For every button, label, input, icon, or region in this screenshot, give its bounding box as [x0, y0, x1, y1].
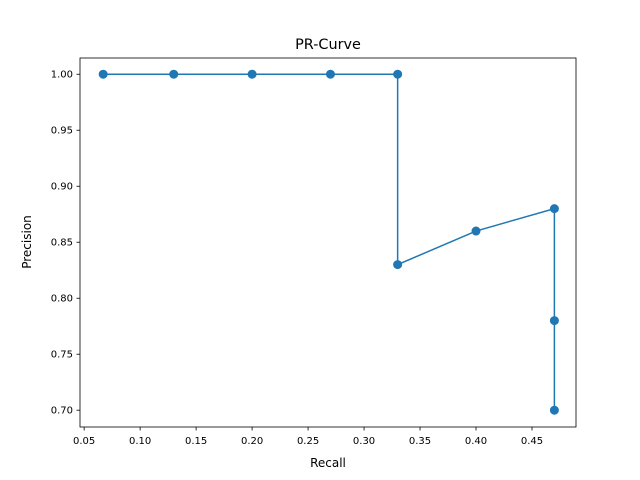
y-tick-label: 0.95 — [51, 126, 73, 137]
data-point — [549, 204, 559, 214]
y-axis-label: Precision — [20, 215, 34, 269]
data-point — [393, 69, 403, 79]
y-tick-label: 1.00 — [51, 70, 73, 81]
x-tick-label: 0.30 — [353, 436, 375, 447]
x-tick-label: 0.25 — [297, 436, 319, 447]
data-point — [549, 405, 559, 415]
x-tick-label: 0.05 — [73, 436, 95, 447]
chart-title: PR-Curve — [295, 37, 361, 53]
x-tick-label: 0.20 — [241, 436, 263, 447]
data-point — [393, 260, 403, 270]
y-tick-label: 0.85 — [51, 238, 73, 249]
data-point — [98, 69, 108, 79]
axes-frame — [79, 57, 577, 428]
x-tick-label: 0.35 — [409, 436, 431, 447]
pr-line — [103, 73, 556, 411]
y-tick-label: 0.90 — [51, 182, 73, 193]
y-tick-label: 0.70 — [51, 406, 73, 417]
y-tick-label: 0.80 — [51, 294, 73, 305]
data-point — [247, 69, 257, 79]
y-tick-label: 0.75 — [51, 350, 73, 361]
x-tick-label: 0.15 — [185, 436, 207, 447]
x-tick-label: 0.40 — [465, 436, 487, 447]
data-point — [169, 69, 179, 79]
data-point — [471, 226, 481, 236]
data-point — [325, 69, 335, 79]
x-tick-label: 0.45 — [521, 436, 543, 447]
x-axis-label: Recall — [310, 456, 346, 470]
x-tick-label: 0.10 — [129, 436, 151, 447]
data-point — [549, 316, 559, 326]
